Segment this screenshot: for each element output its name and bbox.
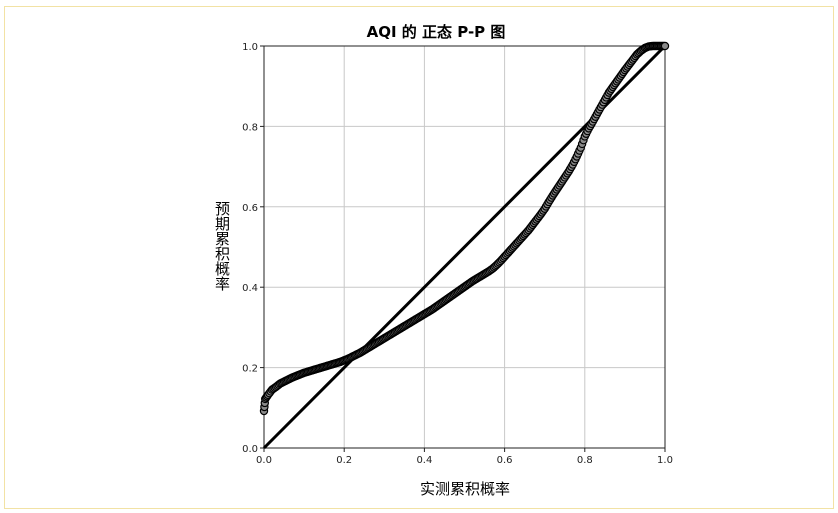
chart-title: AQI 的 正态 P-P 图 xyxy=(367,23,506,41)
x-tick-label: 0.0 xyxy=(256,455,272,466)
x-tick-label: 0.8 xyxy=(577,455,593,466)
chart-frame xyxy=(4,6,834,509)
x-axis-ticks: 0.0 0.2 0.4 0.6 0.8 1.0 xyxy=(256,448,673,466)
x-tick-label: 0.2 xyxy=(336,455,352,466)
y-tick-label: 0.0 xyxy=(242,444,258,455)
x-tick-label: 0.4 xyxy=(416,455,432,466)
y-axis-label: 预期累积概率 xyxy=(213,201,231,291)
y-tick-label: 1.0 xyxy=(242,42,258,53)
data-point xyxy=(660,41,670,51)
data-points xyxy=(259,41,670,416)
x-axis-label: 实测累积概率 xyxy=(420,480,510,498)
x-tick-label: 0.6 xyxy=(497,455,513,466)
y-axis-ticks: 0.0 0.2 0.4 0.6 0.8 1.0 xyxy=(242,42,264,455)
x-tick-label: 1.0 xyxy=(657,455,673,466)
y-tick-label: 0.4 xyxy=(242,283,258,294)
y-tick-label: 0.6 xyxy=(242,203,258,214)
plot-area-border xyxy=(263,45,666,449)
y-tick-label: 0.2 xyxy=(242,364,258,375)
y-tick-label: 0.8 xyxy=(242,122,258,133)
